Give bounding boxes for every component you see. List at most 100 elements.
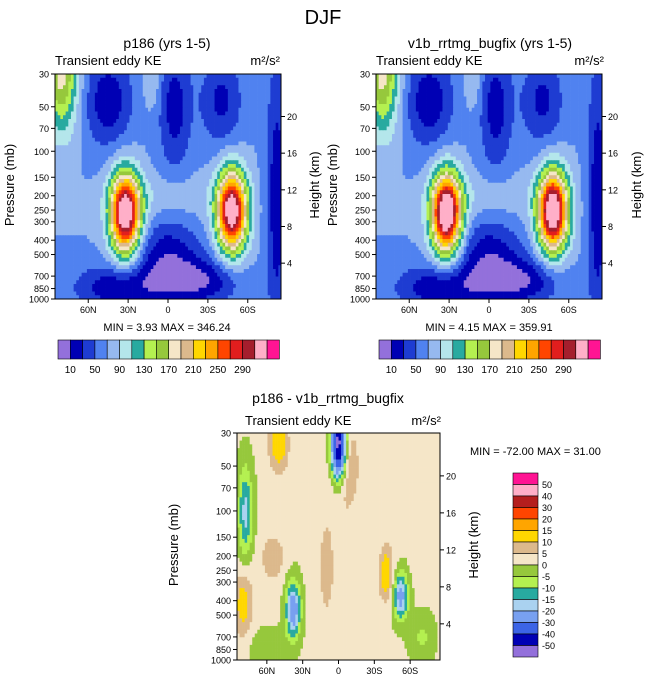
panel-1-field-cell <box>100 186 104 191</box>
panel-1-field-cell <box>81 145 85 150</box>
panel-1-field-cell <box>81 242 85 247</box>
panel-1-field-cell <box>214 212 218 217</box>
panel-1-field-cell <box>222 276 226 281</box>
panel-1-field-cell <box>150 160 154 165</box>
panel-1-field-cell <box>92 284 96 289</box>
panel-1-field-cell <box>153 190 157 195</box>
panel-1-field-cell <box>150 107 154 112</box>
panel-1-field-cell <box>209 242 213 247</box>
panel-1-field-cell <box>254 209 258 214</box>
panel-1-field-cell <box>262 182 266 187</box>
panel-1-field-cell <box>113 224 117 229</box>
panel-1-field-cell <box>161 254 165 259</box>
panel-1-title: p186 (yrs 1-5) <box>123 35 210 51</box>
panel-1-field-cell <box>140 227 144 232</box>
panel-1-field-cell <box>217 216 221 221</box>
panel-1-field-cell <box>203 239 207 244</box>
panel-1-field-cell <box>76 201 80 206</box>
panel-1-field-cell <box>126 81 130 86</box>
panel-1-field-cell <box>225 81 229 86</box>
panel-1-field-cell <box>62 107 66 112</box>
panel-1-field-cell <box>55 209 58 214</box>
panel-1-field-cell <box>118 96 122 101</box>
panel-1-field-cell <box>195 216 199 221</box>
panel-1-field-cell <box>209 227 213 232</box>
panel-1-field-cell <box>70 201 74 206</box>
panel-1-field-cell <box>198 141 202 146</box>
panel-1-field-cell <box>94 134 98 139</box>
panel-1-field-cell <box>94 141 98 146</box>
panel-1-field-cell <box>134 212 138 217</box>
panel-1-field-cell <box>100 77 104 82</box>
panel-1-field-cell <box>129 291 133 296</box>
panel-1-field-cell <box>267 85 271 90</box>
panel-1-field-cell <box>161 227 165 232</box>
panel-1-field-cell <box>105 171 109 176</box>
panel-1-field-cell <box>171 171 175 176</box>
panel-1-field-cell <box>275 201 279 206</box>
panel-1-field-cell <box>73 164 77 169</box>
panel-1-field-cell <box>55 89 58 94</box>
panel-1-field-cell <box>105 201 109 206</box>
panel-1-field-cell <box>60 77 64 82</box>
panel-1-field-cell <box>150 231 154 236</box>
panel-1-field-cell <box>86 171 90 176</box>
panel-1-field-cell <box>158 254 162 259</box>
panel-1-field-cell <box>195 284 199 289</box>
panel-1-field-cell <box>102 115 106 120</box>
panel-1-field-cell <box>164 89 168 94</box>
panel-1-field-cell <box>145 77 149 82</box>
panel-1-field-cell <box>113 89 117 94</box>
panel-1-field-cell <box>233 74 237 79</box>
panel-1-field-cell <box>86 272 90 277</box>
panel-1-field-cell <box>113 141 117 146</box>
panel-1-field-cell <box>70 85 74 90</box>
panel-1-field-cell <box>68 201 72 206</box>
panel-1-field-cell <box>142 74 146 79</box>
panel-1-field-cell <box>81 182 85 187</box>
panel-1-field-cell <box>76 265 80 270</box>
panel-1-field-cell <box>134 186 138 191</box>
panel-1-field-cell <box>169 115 173 120</box>
panel-1-field-cell <box>238 194 242 199</box>
panel-1-field-cell <box>179 145 183 150</box>
panel-1-field-cell <box>132 107 136 112</box>
panel-1-field-cell <box>171 81 175 86</box>
panel-1-field-cell <box>246 201 250 206</box>
panel-1-field-cell <box>164 246 168 251</box>
panel-1-field-cell <box>201 167 205 172</box>
panel-1-field-cell <box>132 235 136 240</box>
panel-1-field-cell <box>60 85 64 90</box>
panel-1-field-cell <box>217 235 221 240</box>
panel-1-field-cell <box>259 186 263 191</box>
panel-1-field-cell <box>60 287 64 292</box>
panel-1-field-cell <box>211 190 215 195</box>
panel-1-field-cell <box>278 280 281 285</box>
panel-1-field-cell <box>148 220 152 225</box>
panel-1-field-cell <box>86 89 90 94</box>
panel-1-field-cell <box>219 111 223 116</box>
panel-1-field-cell <box>203 152 207 157</box>
panel-1-field-cell <box>78 126 82 131</box>
panel-1-field-cell <box>203 209 207 214</box>
panel-1-field-cell <box>203 194 207 199</box>
panel-1-field-cell <box>86 100 90 105</box>
panel-1-field-cell <box>108 242 112 247</box>
panel-1-field-cell <box>262 134 266 139</box>
panel-1-field-cell <box>251 130 255 135</box>
panel-1-field-cell <box>105 231 109 236</box>
panel-1-field-cell <box>259 227 263 232</box>
panel-1-field-cell <box>259 145 263 150</box>
panel-1-field-cell <box>230 276 234 281</box>
panel-1-field-cell <box>225 96 229 101</box>
panel-1-field-cell <box>86 167 90 172</box>
panel-1-field-cell <box>257 261 261 266</box>
panel-1-field-cell <box>211 85 215 90</box>
panel-1-field-cell <box>211 179 215 184</box>
panel-1-field-cell <box>270 179 274 184</box>
panel-1-field-cell <box>217 126 221 131</box>
panel-1-field-cell <box>275 111 279 116</box>
panel-1-field-cell <box>262 119 266 124</box>
panel-1-field-cell <box>137 104 141 109</box>
panel-1-field-cell <box>142 190 146 195</box>
